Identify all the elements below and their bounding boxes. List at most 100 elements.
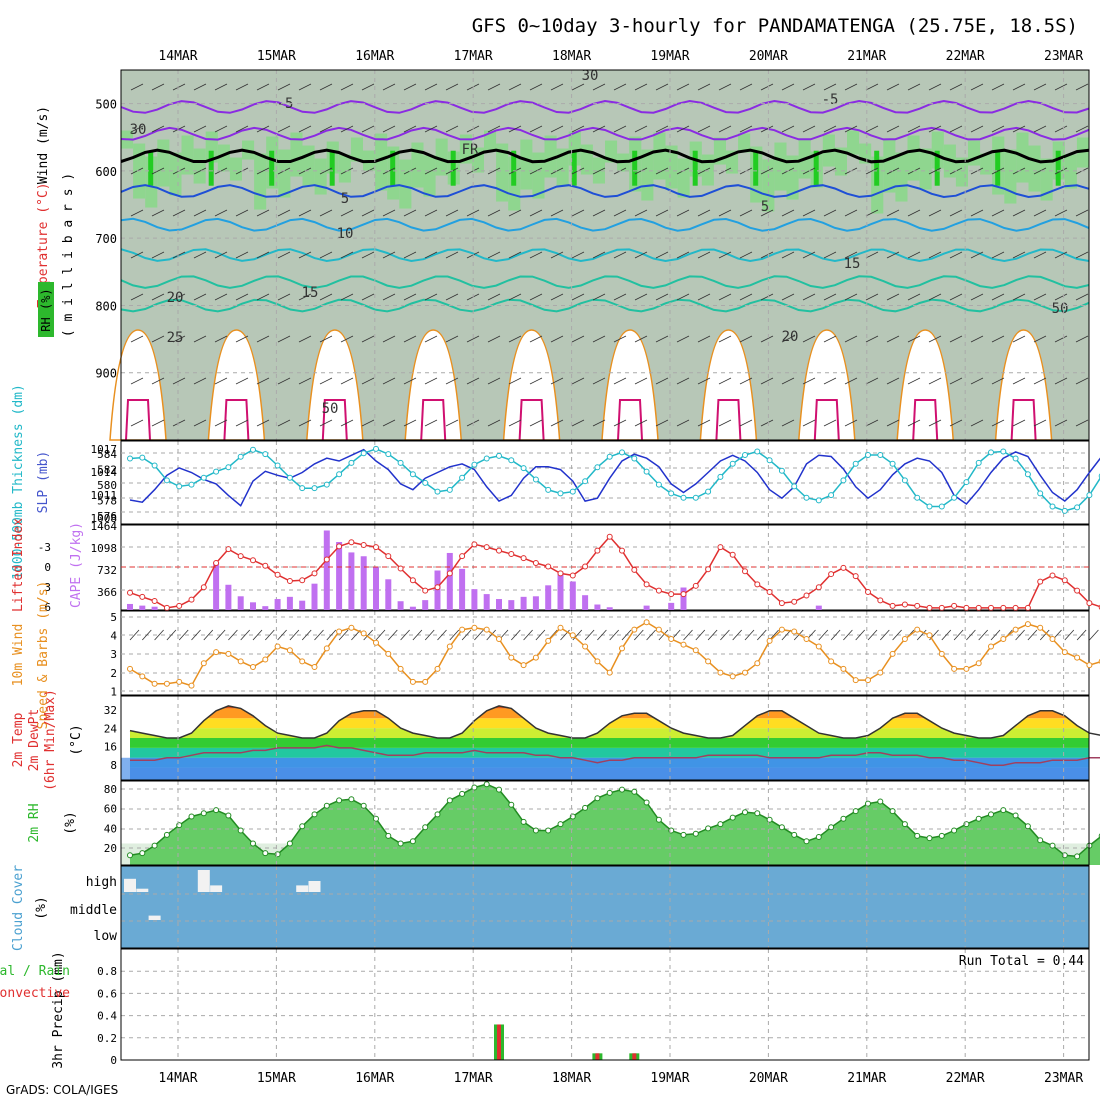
wind-barb (844, 251, 858, 259)
rh-shade-band (1064, 154, 1077, 189)
wind-barb (802, 83, 816, 91)
wind-barb (655, 293, 669, 301)
wind-barb (707, 629, 718, 641)
wind-frame (120, 610, 1090, 696)
thickness-point (705, 488, 712, 495)
rh-point (594, 795, 601, 802)
contour-label: 10 (337, 226, 354, 242)
wind-barb (424, 83, 438, 91)
date-label: 15MAR (257, 49, 296, 64)
rh-shade-band (774, 142, 787, 191)
wind-barb (277, 629, 287, 641)
date-label: 18MAR (552, 49, 591, 64)
lifted-index-point (742, 568, 748, 575)
cape-bar (446, 552, 453, 610)
rh-shade-band (1016, 132, 1029, 183)
wind-barb (1054, 251, 1068, 259)
temperature-tick-label: 8 (110, 759, 117, 772)
wind-barb (466, 377, 480, 385)
rh-shade-band (459, 134, 472, 164)
thickness-point (1037, 490, 1044, 497)
thickness-point (311, 485, 318, 492)
thickness-slp-panel: 584 582 580 578 576 1017 1014 1011 1008 1000-500m… (11, 384, 1100, 580)
wind-speed-point (631, 626, 638, 633)
thickness-point (791, 483, 798, 490)
cape-bar (299, 600, 306, 610)
lifted-index-point (545, 563, 552, 570)
wind-speed-point (409, 678, 416, 685)
wind-speed-point (569, 632, 576, 639)
lifted-index-point (865, 589, 871, 596)
lifted-index-point (348, 539, 355, 546)
rh-point (262, 850, 269, 857)
pressure-tick-label: 800 (95, 299, 117, 313)
temperature-frame (120, 695, 1090, 781)
lifted-index-point (1012, 604, 1019, 611)
wind-barb (781, 629, 792, 641)
thickness-point (520, 465, 527, 472)
date-label: 20MAR (749, 49, 788, 64)
wind-barb (823, 83, 837, 91)
wind-speed-point (680, 641, 687, 648)
rh-tick-label: 40 (104, 822, 117, 835)
wind-barb (1054, 419, 1068, 427)
cape-bar (225, 584, 232, 610)
thickness-point (299, 485, 306, 492)
lifted-index-point (520, 555, 527, 562)
wind-barb (256, 167, 270, 175)
wind-barb (718, 335, 732, 343)
wind-barb (550, 209, 564, 217)
wind-speed-point (742, 669, 748, 676)
thickness-point (668, 490, 675, 497)
cape-bar (286, 596, 293, 610)
wind-barb (584, 629, 595, 641)
wind-barb (697, 167, 711, 175)
wind-barb (697, 335, 711, 343)
wind-barb (676, 209, 690, 217)
rh-shade-band (847, 130, 860, 155)
wind-barb (172, 209, 186, 217)
thickness-point (729, 460, 736, 467)
wind-barb (340, 377, 354, 385)
wind-barb (214, 335, 228, 343)
temperature-contour-line (120, 217, 1090, 232)
thickness-point (471, 461, 478, 468)
wind-barb (214, 83, 228, 91)
wind-barb (445, 209, 459, 217)
lifted-index-tick-label: 3 (44, 581, 51, 594)
rh-point (422, 824, 429, 831)
wind-barb (953, 629, 964, 641)
wind-barb (240, 629, 250, 641)
wind-speed-point (852, 677, 859, 684)
wind-barb (375, 629, 386, 641)
wind-barb (338, 629, 349, 641)
wind-barb (634, 335, 648, 343)
wind-barb (613, 293, 627, 301)
lifted-index-point (963, 604, 970, 611)
lifted-index-point (1061, 577, 1068, 584)
thickness-point (1000, 448, 1007, 455)
contour-label: 30 (582, 68, 599, 84)
lifted-index-point (483, 544, 490, 551)
wind-tick-label: 5 (110, 611, 117, 624)
temperature-contour-25 (601, 329, 659, 441)
wind-barb (1033, 83, 1047, 91)
lifted-index-point (151, 598, 158, 605)
cape-bar (532, 596, 539, 610)
wind-barb (1075, 335, 1089, 343)
wind-barb (388, 629, 398, 641)
wind-legend-label: Wind (m/s) (36, 106, 51, 184)
wind-barb (1075, 293, 1089, 301)
wind-barb (319, 83, 333, 91)
wind-barb (823, 293, 837, 301)
wind-barb (991, 419, 1005, 427)
wind-barb (865, 83, 879, 91)
wind-barb (214, 419, 228, 427)
wind-barb (991, 293, 1005, 301)
cape-bar (348, 552, 355, 610)
wind-speed-point (1024, 621, 1031, 628)
wind-barb (298, 251, 312, 259)
wind-speed-point (532, 654, 539, 661)
wind-barb (523, 629, 533, 641)
rh-high-cell (995, 150, 1001, 186)
